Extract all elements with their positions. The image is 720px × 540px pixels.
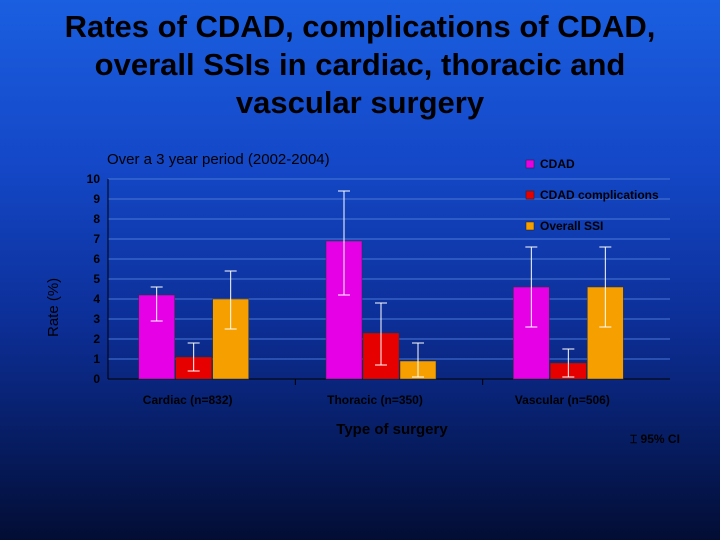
x-category-label: Vascular (n=506) — [515, 393, 610, 407]
legend-label: Overall SSI — [540, 219, 603, 233]
y-tick-label: 6 — [93, 252, 100, 266]
legend-swatch — [525, 221, 535, 231]
y-tick-label: 9 — [93, 192, 100, 206]
legend-swatch — [525, 190, 535, 200]
x-category-label: Thoracic (n=350) — [327, 393, 423, 407]
y-tick-label: 10 — [87, 172, 101, 186]
y-tick-label: 3 — [93, 312, 100, 326]
title-line-2: overall SSIs in cardiac, thoracic and — [94, 47, 626, 82]
y-tick-label: 7 — [93, 232, 100, 246]
ci-legend: ⌶ 95% CI — [630, 432, 680, 447]
y-tick-label: 5 — [93, 272, 100, 286]
title-line-3: vascular surgery — [235, 85, 485, 120]
y-tick-label: 1 — [93, 352, 100, 366]
y-tick-label: 0 — [93, 372, 100, 386]
y-tick-label: 4 — [93, 292, 100, 306]
x-axis-label: Type of surgery — [336, 421, 448, 438]
slide-title: Rates of CDAD, complications of CDAD, ov… — [0, 8, 720, 122]
legend-label: CDAD — [540, 157, 575, 171]
y-tick-label: 8 — [93, 212, 100, 226]
x-category-label: Cardiac (n=832) — [143, 393, 233, 407]
chart-subtitle: Over a 3 year period (2002-2004) — [107, 151, 330, 168]
ci-legend-icon: ⌶ — [630, 432, 638, 446]
y-tick-label: 2 — [93, 332, 100, 346]
legend-label: CDAD complications — [540, 188, 659, 202]
legend-swatch — [525, 159, 535, 169]
ci-legend-label: 95% CI — [640, 432, 680, 446]
title-line-1: Rates of CDAD, complications of CDAD, — [64, 9, 656, 44]
